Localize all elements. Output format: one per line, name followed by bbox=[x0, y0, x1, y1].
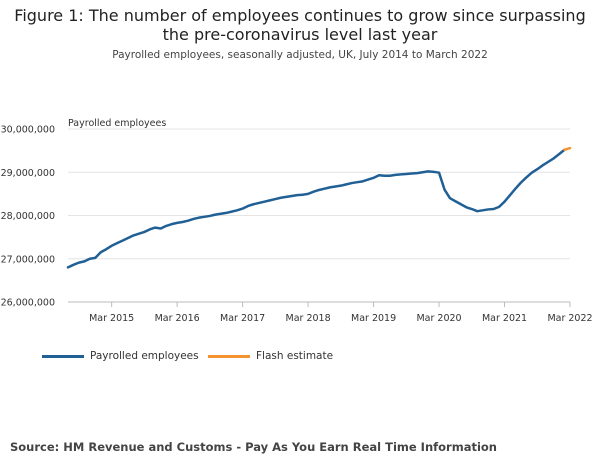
y-axis-title: Payrolled employees bbox=[68, 118, 166, 129]
chart-title: Figure 1: The number of employees contin… bbox=[14, 6, 586, 44]
legend-label-payrolled: Payrolled employees bbox=[90, 350, 199, 362]
y-tick-label: 30,000,000 bbox=[1, 125, 55, 136]
legend-item-payrolled: Payrolled employees bbox=[42, 350, 199, 362]
x-tick-label: Mar 2015 bbox=[89, 313, 134, 324]
x-tick-label: Mar 2019 bbox=[351, 313, 396, 324]
x-tick-label: Mar 2017 bbox=[220, 313, 265, 324]
x-tick-label: Mar 2020 bbox=[416, 313, 461, 324]
x-tick-label: Mar 2016 bbox=[155, 313, 200, 324]
x-tick-label: Mar 2021 bbox=[482, 313, 527, 324]
series-line-flash-estimate bbox=[563, 146, 572, 152]
chart-subtitle: Payrolled employees, seasonally adjusted… bbox=[112, 49, 488, 61]
y-tick-label: 26,000,000 bbox=[1, 298, 55, 309]
series-line-payrolled-employees bbox=[66, 148, 566, 269]
y-tick-label: 29,000,000 bbox=[1, 168, 55, 179]
legend-swatch-flash bbox=[208, 354, 250, 358]
x-tick-label: Mar 2018 bbox=[286, 313, 331, 324]
source-note: Source: HM Revenue and Customs - Pay As … bbox=[10, 440, 497, 454]
legend-label-flash: Flash estimate bbox=[256, 350, 334, 362]
y-tick-label: 28,000,000 bbox=[1, 211, 55, 222]
x-tick-label: Mar 2022 bbox=[547, 313, 592, 324]
legend-swatch-payrolled bbox=[42, 354, 84, 358]
y-tick-label: 27,000,000 bbox=[1, 254, 55, 265]
legend-item-flash: Flash estimate bbox=[208, 350, 333, 362]
